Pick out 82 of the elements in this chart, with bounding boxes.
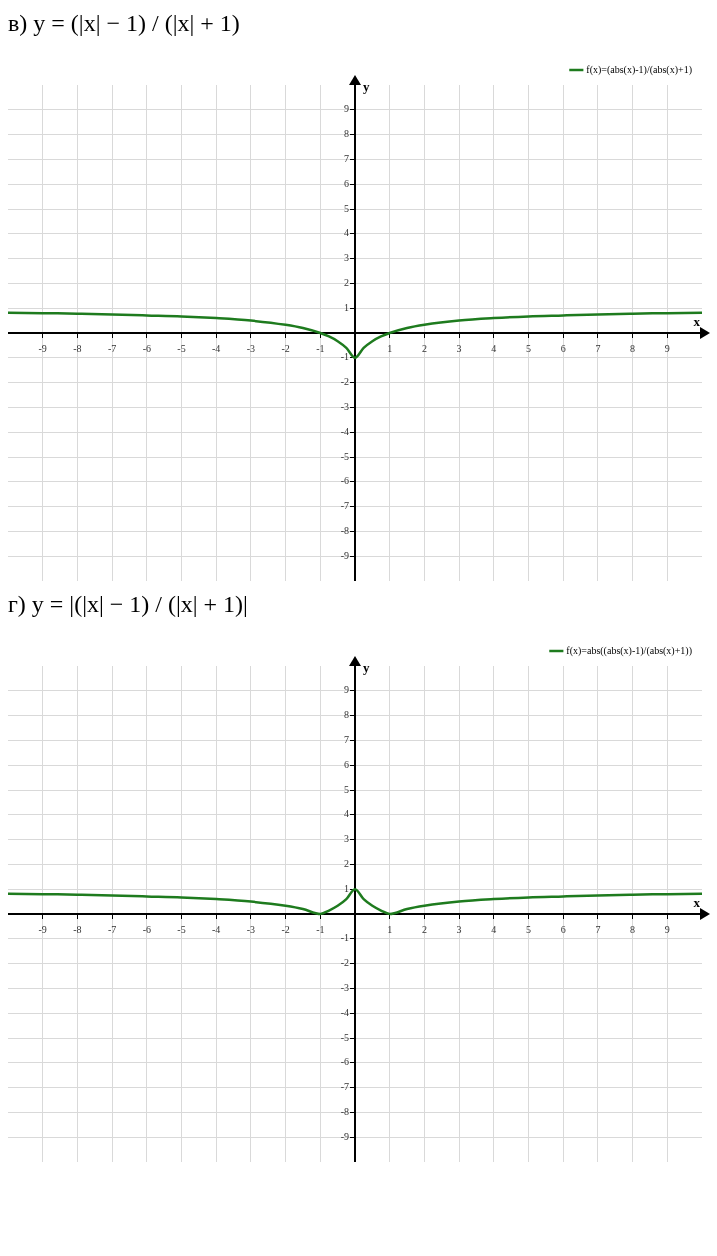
x-tick-label: 1 [387,342,393,354]
x-tick-label: 1 [387,923,393,935]
y-tick-label: 2 [344,277,349,289]
chart-title: в) y = (|x| − 1) / (|x| + 1) [8,9,241,38]
y-tick-label: -9 [340,1130,349,1142]
y-tick-label: -4 [340,425,349,437]
y-tick-label: 1 [344,882,349,894]
y-tick-label: -6 [340,1056,349,1068]
y-tick-label: 3 [344,252,349,264]
chart-title: г) y = |(|x| − 1) / (|x| + 1)| [8,590,249,619]
y-tick-label: -2 [340,957,349,969]
y-tick-label: -8 [340,525,349,537]
x-tick-label: -6 [142,923,151,935]
y-tick-label: -3 [340,982,349,994]
x-tick-label: -2 [281,342,290,354]
x-tick-label: -9 [38,923,47,935]
y-tick-label: 9 [344,103,349,115]
x-tick-label: -4 [212,923,221,935]
x-tick-label: -9 [38,342,47,354]
x-tick-label: -4 [212,342,221,354]
x-axis-title: x [693,313,701,329]
y-tick-label: -5 [340,1031,349,1043]
x-tick-label: -7 [107,923,117,935]
y-tick-label: 9 [344,684,349,696]
y-tick-label: 7 [344,153,349,165]
y-tick-label: 6 [344,177,349,189]
x-tick-label: 9 [664,923,670,935]
x-tick-label: 2 [421,923,427,935]
x-tick-label: 8 [630,342,636,354]
x-tick-label: 4 [491,923,497,935]
y-tick-label: 4 [344,227,349,239]
x-tick-label: 6 [560,923,566,935]
x-tick-label: -1 [316,342,325,354]
x-tick-label: -8 [73,342,82,354]
x-tick-label: -1 [316,923,325,935]
line-series [8,311,702,360]
y-tick-label: 6 [344,758,349,770]
x-tick-label: 7 [595,923,601,935]
x-tick-label: 6 [560,342,566,354]
x-tick-label: 9 [664,342,670,354]
x-tick-label: -5 [177,923,186,935]
x-tick-label: 2 [421,342,427,354]
x-tick-label: 3 [456,923,462,935]
x-tick-label: -7 [107,342,117,354]
y-tick-label: -1 [340,351,349,363]
y-tick-label: 1 [344,301,349,313]
y-tick-label: -8 [340,1106,349,1118]
line-series [8,887,702,916]
y-tick-label: 3 [344,833,349,845]
x-tick-label: -3 [246,342,256,354]
x-tick-label: 8 [630,923,636,935]
y-tick-label: -9 [340,549,349,561]
y-tick-label: 8 [344,709,349,721]
x-tick-label: 7 [595,342,601,354]
y-tick-label: 8 [344,128,349,140]
x-tick-label: 4 [491,342,497,354]
y-tick-label: -1 [340,932,349,944]
y-axis-title: y [363,659,370,675]
y-tick-label: 5 [344,202,349,214]
y-tick-label: -2 [340,376,349,388]
y-tick-label: 2 [344,858,349,870]
y-tick-label: 4 [344,808,349,820]
y-tick-label: 7 [344,734,349,746]
x-tick-label: -2 [281,923,290,935]
x-tick-label: -6 [142,342,151,354]
x-tick-label: -5 [177,342,186,354]
legend-label: f(x)=abs((abs(x)-1)/(abs(x)+1)) [566,644,692,657]
y-tick-label: -7 [340,500,349,512]
x-tick-label: -8 [73,923,82,935]
y-tick-label: -3 [340,401,349,413]
legend-label: f(x)=(abs(x)-1)/(abs(x)+1) [586,63,693,76]
x-tick-label: 5 [526,923,531,935]
y-tick-label: 5 [344,783,349,795]
y-tick-label: -4 [340,1006,349,1018]
y-tick-label: -7 [340,1081,349,1093]
y-tick-label: -6 [340,475,349,487]
y-axis-title: y [363,78,370,94]
x-tick-label: 3 [456,342,462,354]
y-tick-label: -5 [340,450,349,462]
x-tick-label: 5 [526,342,531,354]
x-tick-label: -3 [246,923,256,935]
x-axis-title: x [693,894,701,910]
